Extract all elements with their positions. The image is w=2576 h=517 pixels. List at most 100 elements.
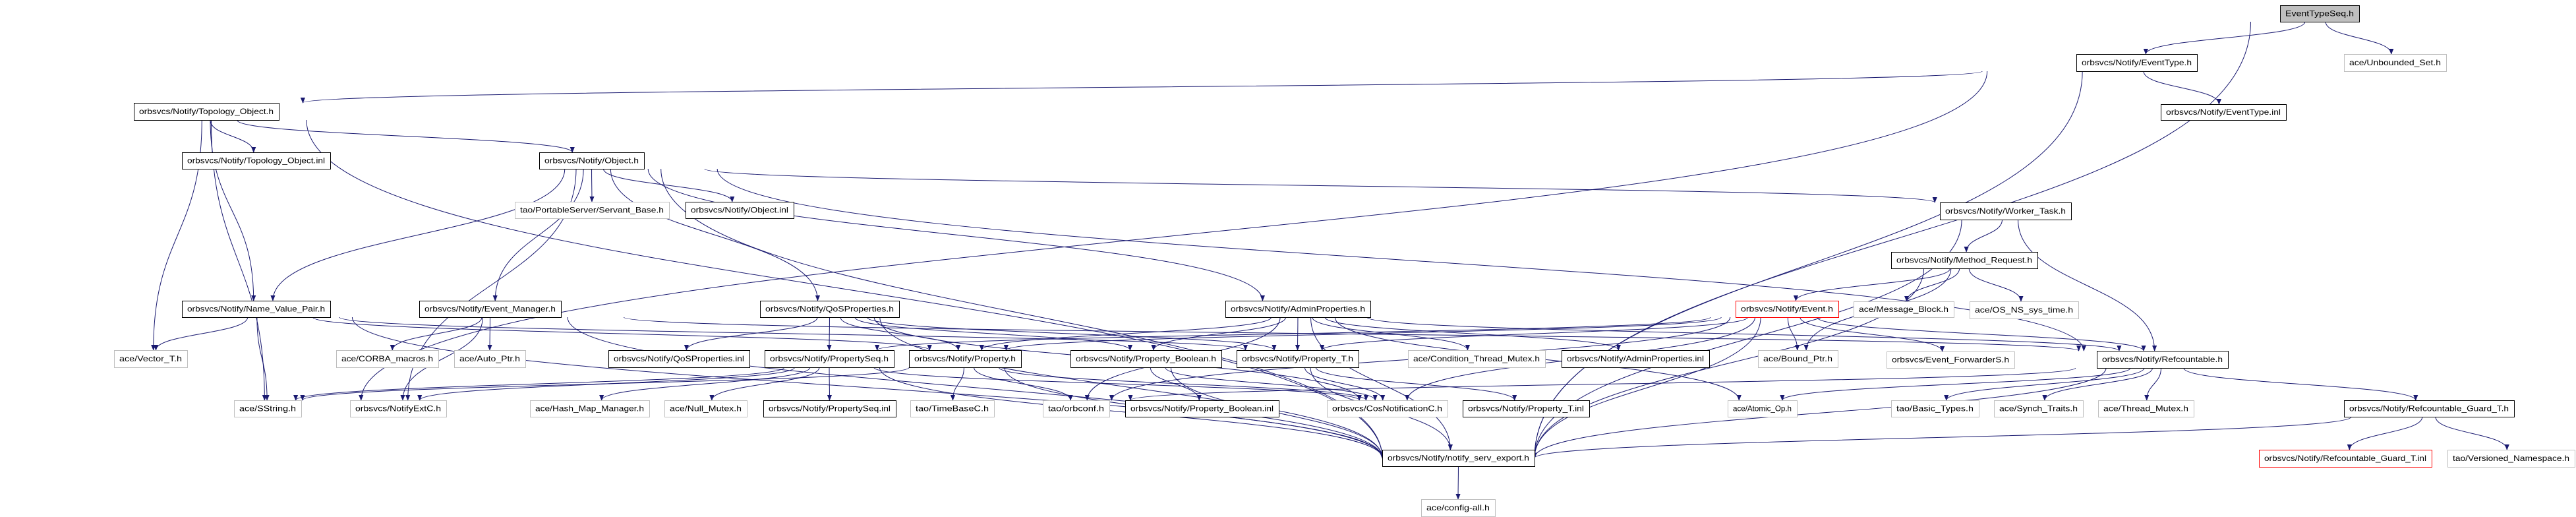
edge-worker_task-to-refcountable_h: [2018, 219, 2157, 351]
graph-node-unbounded-set[interactable]: ace/Unbounded_Set.h: [2344, 54, 2447, 72]
graph-node-message-block[interactable]: ace/Message_Block.h: [1854, 301, 1954, 318]
graph-node-property-boolean-inl[interactable]: orbsvcs/Notify/Property_Boolean.inl: [1125, 400, 1279, 417]
graph-node-servant-base[interactable]: tao/PortableServer/Servant_Base.h: [515, 202, 670, 219]
graph-node-admin-h[interactable]: orbsvcs/Notify/AdminProperties.h: [1225, 301, 1371, 318]
graph-node-property-t-inl[interactable]: orbsvcs/Notify/Property_T.inl: [1463, 400, 1590, 417]
node-label: ace/config-all.h: [1426, 503, 1490, 512]
node-box: [765, 350, 894, 368]
edge-property_boolean_h-to-cosnotificationc: [1165, 367, 1378, 401]
node-label: ace/SString.h: [239, 404, 296, 413]
graph-node-basic-types[interactable]: tao/Basic_Types.h: [1891, 400, 1979, 417]
graph-node-sstring[interactable]: ace/SString.h: [234, 400, 302, 417]
graph-node-refguard-inl[interactable]: orbsvcs/Notify/Refcountable_Guard_T.inl: [2259, 450, 2432, 468]
graph-node-versioned-namespace[interactable]: tao/Versioned_Namespace.h: [2447, 450, 2575, 468]
node-box: [608, 350, 750, 368]
graph-node-null-mutex[interactable]: ace/Null_Mutex.h: [664, 400, 747, 417]
edge-refguard_h-to-versioned_namespace: [2435, 416, 2509, 450]
node-box: [419, 301, 562, 318]
node-label: ace/OS_NS_sys_time.h: [1975, 305, 2073, 315]
node-box: [2280, 5, 2360, 22]
edge-root-to-eventtype_h: [2143, 21, 2306, 55]
graph-node-topology-inl[interactable]: orbsvcs/Notify/Topology_Object.inl: [182, 152, 331, 169]
node-box: [2259, 450, 2432, 468]
edge-refcountable_h-to-synch_traits: [2042, 367, 2153, 401]
node-label: orbsvcs/Notify/Refcountable_Guard_T.inl: [2264, 454, 2426, 463]
edge-event_manager-to-refcountable_h: [623, 317, 2081, 351]
graph-node-propertyseq-h[interactable]: orbsvcs/Notify/PropertySeq.h: [765, 350, 894, 368]
node-label: tao/TimeBaseC.h: [916, 404, 989, 413]
graph-node-vector-t[interactable]: ace/Vector_T.h: [114, 350, 188, 368]
graph-node-property-t-h[interactable]: orbsvcs/Notify/Property_T.h: [1237, 350, 1359, 368]
node-box: [515, 202, 670, 219]
graph-node-eventtype-h[interactable]: orbsvcs/Notify/EventType.h: [2076, 54, 2198, 72]
node-label: ace/Auto_Ptr.h: [459, 354, 520, 363]
node-box: [234, 400, 302, 417]
node-box: [1237, 350, 1359, 368]
node-box: [1463, 400, 1590, 417]
graph-node-synch-traits[interactable]: ace/Synch_Traits.h: [1994, 400, 2084, 417]
graph-node-admin-inl[interactable]: orbsvcs/Notify/AdminProperties.inl: [1562, 350, 1710, 368]
node-label: orbsvcs/Notify/EventType.h: [2082, 58, 2192, 67]
graph-node-method-request[interactable]: orbsvcs/Notify/Method_Request.h: [1891, 252, 2038, 269]
graph-node-notifyextc[interactable]: orbsvcs/NotifyExtC.h: [350, 400, 447, 417]
edge-refcountable_h-to-notify_serv_export: [1532, 367, 2107, 459]
node-label: orbsvcs/Event_ForwarderS.h: [1892, 355, 2009, 365]
graph-node-topology-h[interactable]: orbsvcs/Notify/Topology_Object.h: [134, 103, 279, 121]
edge-property_t_h-to-property_t_inl: [1315, 367, 1517, 401]
graph-node-event-h[interactable]: orbsvcs/Notify/Event.h: [1736, 301, 1839, 318]
node-label: orbsvcs/Notify/Property_Boolean.inl: [1130, 404, 1273, 413]
graph-node-qos-h[interactable]: orbsvcs/Notify/QoSProperties.h: [760, 301, 900, 318]
edge-refcountable_h-to-orbconf: [1128, 367, 2076, 401]
graph-node-name-value-pair[interactable]: orbsvcs/Notify/Name_Value_Pair.h: [182, 301, 331, 318]
node-box: [1940, 202, 2072, 220]
graph-node-notify-serv-export[interactable]: orbsvcs/Notify/notify_serv_export.h: [1382, 450, 1535, 467]
graph-node-atomic-op[interactable]: ace/Atomic_Op.h: [1728, 400, 1798, 417]
node-box: [539, 152, 645, 169]
node-box: [114, 350, 188, 368]
graph-node-timebasec[interactable]: tao/TimeBaseC.h: [910, 400, 995, 417]
graph-node-event-forwarders[interactable]: orbsvcs/Event_ForwarderS.h: [1887, 351, 2015, 369]
node-box: [1070, 350, 1222, 368]
graph-node-event-manager[interactable]: orbsvcs/Notify/Event_Manager.h: [419, 301, 562, 318]
edge-event_h-to-notify_serv_export: [1532, 317, 1761, 459]
edge-refcountable_h-to-thread_mutex: [2144, 367, 2161, 401]
graph-node-bound-ptr[interactable]: ace/Bound_Ptr.h: [1758, 350, 1838, 368]
graph-node-property-h[interactable]: orbsvcs/Notify/Property.h: [909, 350, 1022, 368]
graph-node-auto-ptr[interactable]: ace/Auto_Ptr.h: [454, 350, 526, 368]
edge-object_h-to-event_manager: [492, 168, 584, 301]
graph-node-object-h[interactable]: orbsvcs/Notify/Object.h: [539, 152, 645, 169]
graph-node-worker-task[interactable]: orbsvcs/Notify/Worker_Task.h: [1940, 202, 2072, 220]
graph-node-refguard-h[interactable]: orbsvcs/Notify/Refcountable_Guard_T.h: [2344, 400, 2515, 417]
graph-node-qos-inl[interactable]: orbsvcs/Notify/QoSProperties.inl: [608, 350, 750, 368]
graph-node-config-all[interactable]: ace/config-all.h: [1421, 499, 1496, 517]
edge-eventtype_h-to-topology_h: [301, 71, 1983, 104]
node-box: [2097, 351, 2229, 369]
graph-node-orbconf[interactable]: tao/orbconf.h: [1043, 400, 1110, 417]
edge-object_h-to-worker_task: [704, 168, 1937, 203]
edge-admin_h-to-property_boolean_h: [1151, 317, 1287, 351]
edge-topology_h-to-topology_inl: [210, 119, 256, 153]
graph-node-cosnotificationc[interactable]: orbsvcs/CosNotificationC.h: [1327, 400, 1448, 417]
edge-admin_h-to-condition_thread_mutex: [1312, 317, 1470, 351]
node-label: ace/CORBA_macros.h: [341, 354, 433, 363]
node-box: [686, 202, 794, 219]
graph-node-eventtype-inl[interactable]: orbsvcs/Notify/EventType.inl: [2161, 104, 2287, 121]
graph-node-condition-thread-mutex[interactable]: ace/Condition_Thread_Mutex.h: [1408, 350, 1546, 368]
node-label: orbsvcs/Notify/Object.h: [544, 156, 639, 166]
edge-refguard_h-to-refguard_inl: [2347, 416, 2423, 450]
graph-node-hash-map-manager[interactable]: ace/Hash_Map_Manager.h: [530, 400, 650, 417]
graph-node-property-boolean-h[interactable]: orbsvcs/Notify/Property_Boolean.h: [1070, 350, 1222, 368]
graph-node-root[interactable]: EventTypeSeq.h: [2280, 5, 2360, 22]
graph-node-propertyseq-inl[interactable]: orbsvcs/Notify/PropertySeq.inl: [763, 400, 896, 417]
node-label: ace/Thread_Mutex.h: [2103, 404, 2188, 413]
edge-admin_h-to-admin_inl: [1324, 317, 1621, 351]
graph-node-refcountable-h[interactable]: orbsvcs/Notify/Refcountable.h: [2097, 351, 2229, 369]
graph-node-os-ns-sys-time[interactable]: ace/OS_NS_sys_time.h: [1970, 301, 2079, 319]
node-label: tao/Basic_Types.h: [1896, 404, 1974, 413]
edge-object_h-to-admin_h: [647, 168, 1265, 301]
graph-node-object-inl[interactable]: orbsvcs/Notify/Object.inl: [686, 202, 794, 219]
graph-node-corba-macros[interactable]: ace/CORBA_macros.h: [336, 350, 439, 368]
node-label: ace/Bound_Ptr.h: [1763, 354, 1832, 363]
graph-node-thread-mutex[interactable]: ace/Thread_Mutex.h: [2098, 400, 2194, 417]
